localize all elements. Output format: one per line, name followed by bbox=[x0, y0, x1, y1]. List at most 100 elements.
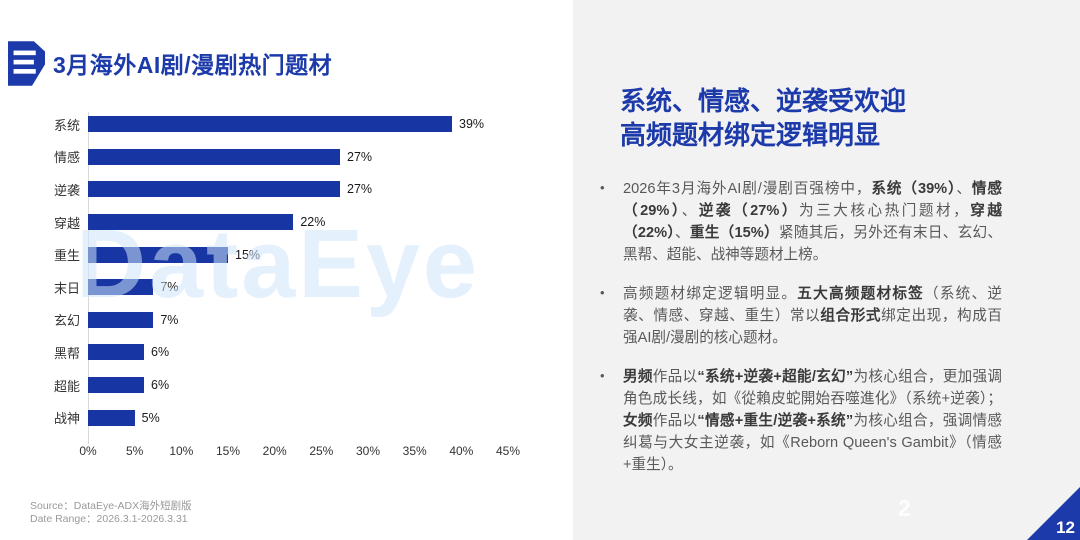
bar-chart: 系统 39% 情感 27% 逆袭 27% 穿越 22% 重生 15% 末日 7% 玄幻 7% 黑帮 6% 超能 6… bbox=[30, 108, 560, 483]
bar-value-label: 7% bbox=[160, 312, 179, 327]
bullet-segment-bold: 组合形式 bbox=[820, 308, 882, 324]
list-badge-icon bbox=[8, 41, 45, 86]
bullet-segment: 2026年3月海外AI剧/漫剧百强榜中， bbox=[623, 181, 872, 197]
chart-row: 逆袭 27% bbox=[30, 173, 560, 206]
x-tick-label: 35% bbox=[402, 443, 427, 458]
chart-rows: 系统 39% 情感 27% 逆袭 27% 穿越 22% 重生 15% 末日 7% 玄幻 7% 黑帮 6% 超能 6… bbox=[30, 108, 560, 434]
heading-line-2: 高频题材绑定逻辑明显 bbox=[620, 120, 881, 150]
x-axis-ticks: 0% 5% 10% 15% 20% 25% 30% 35% 40% 45% bbox=[79, 443, 520, 460]
bar-value-label: 39% bbox=[459, 117, 485, 132]
bullet-segment: 绑定出现，构成百强AI剧/漫剧的核心题材。 bbox=[623, 308, 1002, 346]
bullet-segment-bold: 男频 bbox=[623, 369, 653, 385]
bullet-segment-bold: 重生（15%） bbox=[689, 225, 779, 241]
bullet-segment-bold: “情感+重生/逆袭+系统” bbox=[697, 413, 854, 429]
bullet-text: 高频题材绑定逻辑明显。五大高频题材标签（系统、逆袭、情感、穿越、重生）常以组合形… bbox=[623, 283, 1002, 349]
x-tick-label: 5% bbox=[125, 443, 144, 458]
x-tick-label: 45% bbox=[495, 443, 521, 458]
x-tick-label: 30% bbox=[355, 443, 381, 458]
bar-value-label: 6% bbox=[151, 378, 170, 393]
bullet-segment: 、 bbox=[956, 181, 972, 197]
bar bbox=[88, 148, 340, 165]
bar bbox=[88, 344, 144, 361]
bar-value-label: 5% bbox=[141, 410, 160, 425]
bullet-segment-bold: 系统（39%） bbox=[871, 181, 957, 197]
chart-row: 末日 7% bbox=[30, 271, 560, 304]
chart-row: 穿越 22% bbox=[30, 206, 560, 239]
bullet-list: • 2026年3月海外AI剧/漫剧百强榜中，系统（39%）、情感（29%）、逆袭（… bbox=[600, 178, 1002, 493]
category-label: 逆袭 bbox=[53, 182, 80, 198]
bar-value-label: 22% bbox=[300, 215, 326, 230]
bar bbox=[88, 409, 135, 426]
bullet-segment: 、 bbox=[674, 225, 690, 241]
bullet-segment: 为核心组合，强调情感纠葛与大女主逆袭，如《Reborn Queen's Gamb… bbox=[623, 413, 1002, 473]
bullet-item: • 2026年3月海外AI剧/漫剧百强榜中，系统（39%）、情感（29%）、逆袭（… bbox=[600, 178, 1002, 266]
page-number-corner: 12 bbox=[1056, 518, 1075, 537]
heading-line-1: 系统、情感、逆袭受欢迎 bbox=[620, 86, 907, 116]
bullet-segment-bold: 穿越（22%） bbox=[623, 203, 1002, 241]
bar-value-label: 6% bbox=[151, 345, 170, 360]
chart-row: 超能 6% bbox=[30, 369, 560, 402]
page-title: 3月海外AI剧/漫剧热门题材 bbox=[53, 52, 333, 78]
category-label: 黑帮 bbox=[53, 345, 80, 361]
chart-row: 情感 27% bbox=[30, 141, 560, 174]
bullet-dot-icon: • bbox=[600, 368, 605, 383]
bullet-segment: 为核心组合，更加强调角色成长线，如《從賴皮蛇開始吞噬進化》（系统+逆袭）； bbox=[623, 369, 1002, 407]
category-label: 战神 bbox=[53, 411, 80, 427]
panel-heading: 系统、情感、逆袭受欢迎 高频题材绑定逻辑明显 bbox=[620, 84, 906, 152]
category-label: 情感 bbox=[53, 150, 80, 166]
right-panel: 系统、情感、逆袭受欢迎 高频题材绑定逻辑明显 • 2026年3月海外AI剧/漫剧百… bbox=[573, 0, 1080, 540]
bar bbox=[88, 377, 144, 394]
bar bbox=[88, 181, 340, 198]
bar-value-label: 27% bbox=[347, 182, 373, 197]
bullet-item: • 高频题材绑定逻辑明显。五大高频题材标签（系统、逆袭、情感、穿越、重生）常以组合… bbox=[600, 283, 1002, 349]
bullet-segment: 作品以 bbox=[652, 413, 698, 429]
bullet-segment-bold: 女频 bbox=[623, 413, 653, 429]
bullet-text: 2026年3月海外AI剧/漫剧百强榜中，系统（39%）、情感（29%）、逆袭（2… bbox=[623, 178, 1002, 266]
bar bbox=[88, 279, 154, 296]
bullet-dot-icon: • bbox=[600, 180, 605, 195]
source-note: Source：DataEye-ADX海外短剧版 Date Range：2026.… bbox=[30, 500, 192, 526]
category-label: 重生 bbox=[53, 248, 80, 264]
x-tick-label: 25% bbox=[309, 443, 334, 458]
bullet-segment: 紧随其后，另外还有末日、玄幻、黑帮、超能、战神等题材上榜。 bbox=[623, 225, 1002, 263]
bar bbox=[88, 214, 294, 231]
x-tick-label: 0% bbox=[79, 443, 97, 458]
bar bbox=[88, 116, 452, 133]
bullet-segment-bold: “系统+逆袭+超能/玄幻” bbox=[697, 369, 854, 385]
category-label: 末日 bbox=[53, 280, 80, 296]
chart-row: 系统 39% bbox=[30, 108, 560, 141]
bullet-segment: （系统、逆袭、情感、穿越、重生）常以 bbox=[623, 286, 1002, 324]
bar bbox=[88, 246, 228, 263]
bullet-segment-bold: 情感（29%） bbox=[623, 181, 1002, 219]
category-label: 穿越 bbox=[53, 215, 80, 231]
bullet-segment-bold: 五大高频题材标签 bbox=[797, 286, 924, 302]
category-label: 系统 bbox=[53, 117, 80, 133]
date-range-line: Date Range：2026.3.1-2026.3.31 bbox=[30, 513, 188, 525]
chart-row: 玄幻 7% bbox=[30, 304, 560, 337]
bullet-segment: 为三大核心热门题材， bbox=[799, 203, 971, 219]
x-tick-label: 40% bbox=[449, 443, 474, 458]
bar-value-label: 27% bbox=[347, 149, 373, 164]
bullet-segment-bold: 逆袭（27%） bbox=[698, 203, 800, 219]
chart-row: 战神 5% bbox=[30, 401, 560, 434]
x-tick-label: 10% bbox=[169, 443, 194, 458]
chart-row: 重生 15% bbox=[30, 238, 560, 271]
bar bbox=[88, 311, 154, 328]
x-tick-label: 20% bbox=[262, 443, 287, 458]
y-axis-line bbox=[88, 112, 89, 444]
category-label: 超能 bbox=[53, 378, 80, 394]
chart-row: 黑帮 6% bbox=[30, 336, 560, 369]
category-label: 玄幻 bbox=[53, 313, 80, 329]
bullet-item: • 男频作品以“系统+逆袭+超能/玄幻”为核心组合，更加强调角色成长线，如《從賴皮… bbox=[600, 366, 1002, 476]
bullet-segment: 作品以 bbox=[652, 369, 698, 385]
page-number-small: 2 bbox=[898, 495, 911, 521]
bar-value-label: 15% bbox=[235, 247, 261, 262]
bar-value-label: 7% bbox=[160, 280, 179, 295]
corner-triangle bbox=[1027, 487, 1080, 540]
bullet-segment: 、 bbox=[681, 203, 699, 219]
bullet-text: 男频作品以“系统+逆袭+超能/玄幻”为核心组合，更加强调角色成长线，如《從賴皮蛇… bbox=[623, 366, 1002, 476]
x-tick-label: 15% bbox=[215, 443, 241, 458]
bullet-segment: 高频题材绑定逻辑明显。 bbox=[623, 286, 798, 302]
source-line: Source：DataEye-ADX海外短剧版 bbox=[30, 500, 192, 512]
bullet-dot-icon: • bbox=[600, 285, 605, 300]
